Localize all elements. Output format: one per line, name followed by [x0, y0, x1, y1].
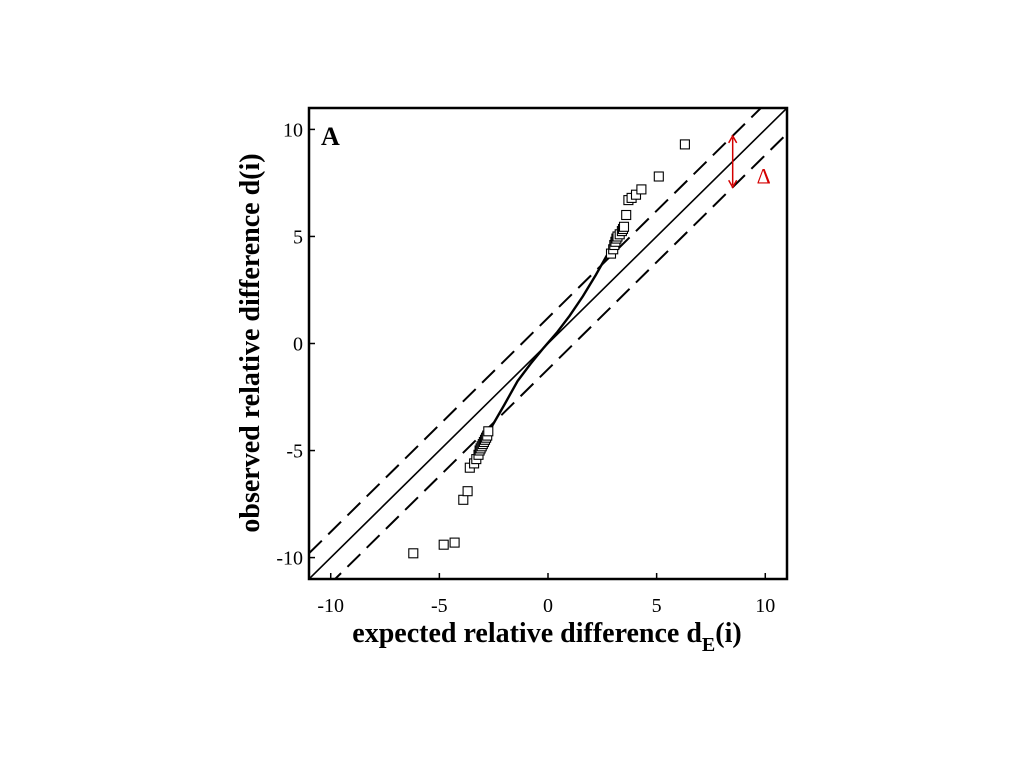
x-axis-label-subscript: E — [702, 634, 715, 656]
tick-labels: -10 -5 0 5 10 -10 -5 0 5 10 — [276, 119, 775, 617]
y-tick-label: 10 — [283, 119, 303, 141]
upper-dashed-line — [309, 108, 763, 555]
data-point — [621, 209, 632, 221]
axis-ticks — [309, 128, 767, 579]
y-axis-label: observed relative difference d(i) — [235, 153, 266, 532]
delta-label: Δ — [757, 164, 771, 189]
panel-label: A — [321, 122, 340, 151]
fit-curve — [477, 244, 615, 447]
y-tick-label: -5 — [286, 441, 303, 463]
data-point — [462, 486, 473, 497]
x-tick-label: 0 — [543, 595, 553, 617]
data-points — [408, 139, 690, 559]
data-point — [679, 139, 690, 150]
x-tick-label: 5 — [652, 595, 662, 617]
data-point — [408, 548, 419, 559]
data-point — [483, 426, 494, 437]
x-axis-label-main: expected relative difference d — [352, 618, 702, 649]
x-axis-label: expected relative difference dE(i) — [352, 618, 741, 656]
data-point — [636, 184, 647, 195]
x-tick-label: -10 — [317, 595, 344, 617]
data-point — [653, 171, 664, 182]
y-tick-label: 5 — [293, 226, 303, 248]
x-tick-label: -5 — [431, 595, 448, 617]
data-point — [438, 539, 449, 550]
x-tick-label: 10 — [755, 595, 775, 617]
y-tick-label: -10 — [276, 548, 303, 570]
data-point — [458, 494, 469, 505]
delta-arrow-head-bottom — [728, 179, 738, 189]
delta-annotation: Δ — [728, 134, 771, 189]
data-point — [618, 221, 630, 232]
data-point — [449, 537, 460, 548]
x-axis-label-tail: (i) — [715, 618, 741, 649]
lower-dashed-line — [333, 132, 787, 579]
delta-arrow-head-top — [728, 134, 738, 144]
y-tick-label: 0 — [293, 334, 303, 356]
data-point — [630, 189, 642, 200]
fit-curve-layer — [477, 244, 615, 447]
